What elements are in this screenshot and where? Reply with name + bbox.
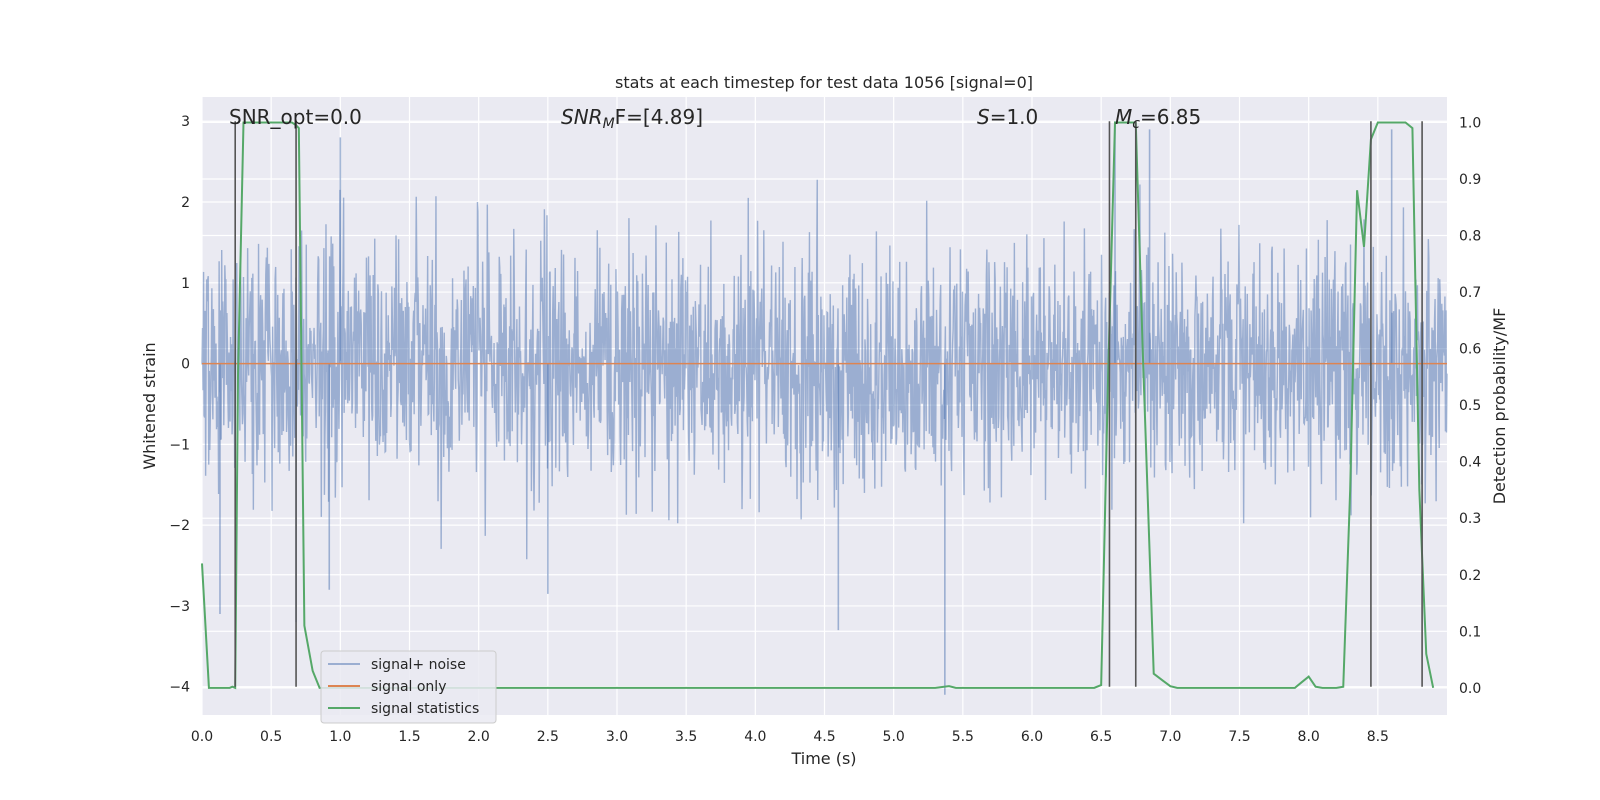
annotation-mc-tail: =6.85 [1140,105,1201,129]
y-right-tick-labels: 1.0 0.9 0.8 0.7 0.6 0.5 0.4 0.3 0.2 0.1 0.0 [1459,115,1481,696]
annotation-snr-mf-sub: M [603,116,615,132]
y-right-tick-label-5: 0.5 [1459,398,1481,414]
x-tick-label-9: 4.5 [813,729,835,745]
x-tick-label-10: 5.0 [883,729,905,745]
x-tick-label-16: 8.0 [1298,729,1320,745]
annotation-snr-opt: SNR_opt=0.0 [229,105,362,129]
x-tick-label-7: 3.5 [675,729,697,745]
y-left-axis-label: Whitened strain [140,342,159,469]
annotation-mc-main: M [1115,105,1132,129]
x-tick-label-12: 6.0 [1021,729,1043,745]
y-left-tick-label-1: 2 [181,195,190,211]
y-left-tick-label-7: −4 [169,680,190,696]
y-left-tick-label-6: −3 [169,599,190,615]
x-tick-label-15: 7.5 [1228,729,1250,745]
y-right-tick-label-9: 0.1 [1459,624,1481,640]
annotation-s-main: S [977,105,990,129]
y-left-tick-labels: 3 2 1 0 −1 −2 −3 −4 [169,114,190,695]
y-left-tick-label-4: −1 [169,437,190,453]
y-right-tick-label-7: 0.3 [1459,511,1481,527]
y-left-tick-label-3: 0 [181,357,190,373]
y-left-tick-label-0: 3 [181,114,190,130]
legend: signal+ noise signal only signal statist… [320,650,497,724]
x-tick-label-6: 3.0 [606,729,628,745]
legend-label-noise: signal+ noise [371,657,466,673]
chart-title: stats at each timestep for test data 105… [615,73,1033,92]
series-line-signal-noise [201,179,1448,560]
x-tick-label-4: 2.0 [468,729,490,745]
annotation-s: S=1.0 [977,105,1038,129]
legend-label-signal: signal only [371,679,446,695]
x-tick-label-2: 1.0 [329,729,351,745]
annotation-snr-mf: SNRMF=[4.89] [561,105,703,132]
y-right-tick-label-3: 0.7 [1459,285,1481,301]
x-tick-label-0: 0.0 [191,729,213,745]
annotation-mc: Mc=6.85 [1115,105,1201,132]
annotation-snr-mf-main: SNR [561,105,603,129]
x-tick-label-1: 0.5 [260,729,282,745]
x-axis-label: Time (s) [790,749,856,768]
annotation-s-tail: =1.0 [990,105,1039,129]
y-left-tick-label-5: −2 [169,518,190,534]
y-right-tick-label-2: 0.8 [1459,229,1481,245]
x-tick-label-3: 1.5 [398,729,420,745]
x-tick-label-13: 6.5 [1090,729,1112,745]
marker-lines [234,121,1423,687]
x-tick-label-5: 2.5 [537,729,559,745]
series-layer [201,121,1447,690]
x-tick-label-8: 4.0 [744,729,766,745]
y-right-tick-label-4: 0.6 [1459,342,1481,358]
y-left-tick-label-2: 1 [181,276,190,292]
legend-label-stats: signal statistics [371,701,479,717]
y-right-tick-label-0: 1.0 [1459,115,1481,131]
y-right-tick-label-1: 0.9 [1459,172,1481,188]
annotation-snr-mf-tail: F=[4.89] [615,105,703,129]
x-tick-labels: 0.0 0.5 1.0 1.5 2.0 2.5 3.0 3.5 4.0 4.5 5.0 5.5 6.0 6… [191,729,1389,745]
x-tick-label-11: 5.5 [952,729,974,745]
legend-box [320,650,497,724]
y-right-tick-label-10: 0.0 [1459,681,1481,697]
x-tick-label-17: 8.5 [1367,729,1389,745]
y-right-axis-label: Detection probability/MF [1490,308,1509,505]
annotation-mc-sub: c [1132,116,1140,132]
series-line-signal-statistics [201,121,1435,690]
y-right-tick-label-6: 0.4 [1459,455,1481,471]
y-right-tick-label-8: 0.2 [1459,568,1481,584]
x-tick-label-14: 7.0 [1159,729,1181,745]
